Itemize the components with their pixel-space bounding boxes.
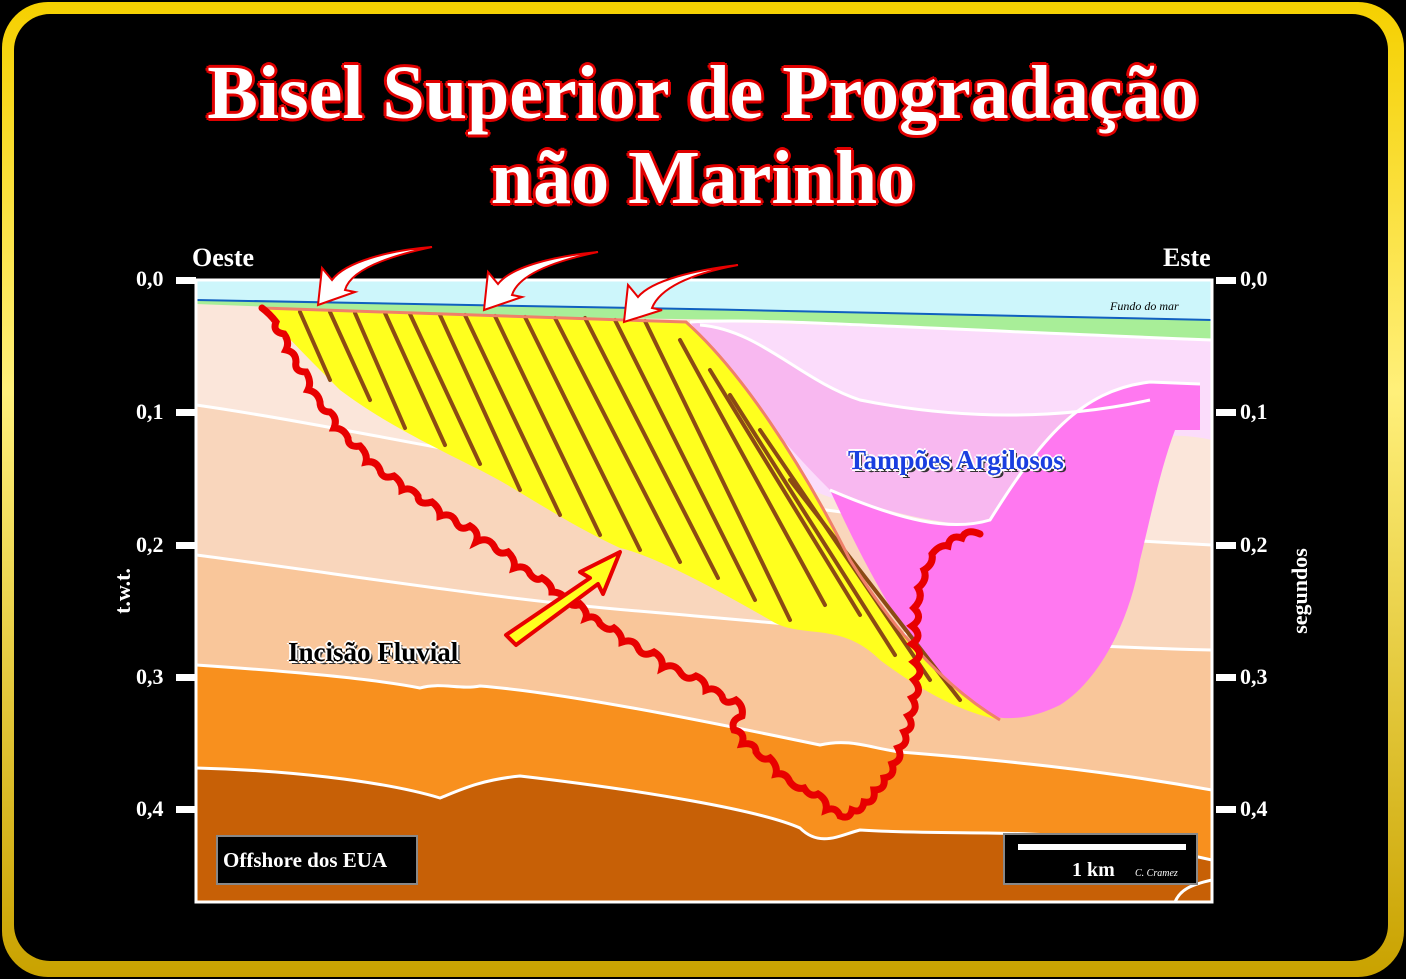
horizon-5 — [1173, 878, 1212, 902]
east-label: Este — [1163, 243, 1211, 272]
arrow-icon — [316, 246, 433, 307]
scale-label: 1 km — [1072, 859, 1115, 881]
left-tick-label: 0,2 — [136, 532, 164, 557]
right-tick-label: 0,2 — [1240, 532, 1268, 557]
seafloor-line — [196, 299, 1212, 321]
title-line-2: não Marinho — [490, 136, 916, 220]
arrow-icon — [482, 251, 599, 312]
toplap-arrows — [316, 246, 739, 324]
right-tick-label: 0,3 — [1240, 664, 1268, 689]
clinoforms — [298, 310, 962, 702]
arrow-icon — [622, 264, 739, 324]
prograding-fill — [262, 308, 1000, 720]
seafloor-label: Fundo do mar — [1110, 299, 1179, 313]
layer-5 — [196, 768, 1212, 902]
west-label: Oeste — [192, 243, 255, 272]
right-tick-label: 0,0 — [1240, 266, 1268, 291]
clay-plugs-label: Tampões Argilosos — [848, 445, 1064, 475]
clay-plug-dark — [830, 382, 1200, 719]
location-label: Offshore dos EUA — [223, 848, 388, 872]
left-tick-label: 0,4 — [136, 796, 164, 821]
horizon-3 — [196, 663, 1212, 792]
left-tick-label: 0,1 — [136, 399, 164, 424]
incision-arrow-icon — [504, 550, 622, 647]
location-box — [216, 835, 418, 885]
incision-surface — [258, 304, 984, 821]
fluvial-incision-label: Incisão Fluvial — [288, 637, 459, 667]
author-label: C. Cramez — [1135, 868, 1178, 879]
axis-ticks — [176, 277, 1236, 813]
left-tick-label: 0,3 — [136, 664, 164, 689]
scale-bar — [1018, 844, 1186, 850]
scale-box — [1003, 833, 1198, 885]
title-line-1: Bisel Superior de Progradação — [207, 51, 1199, 135]
right-tick-label: 0,1 — [1240, 399, 1268, 424]
right-tick-label: 0,4 — [1240, 796, 1268, 821]
left-tick-label: 0,0 — [136, 266, 164, 291]
